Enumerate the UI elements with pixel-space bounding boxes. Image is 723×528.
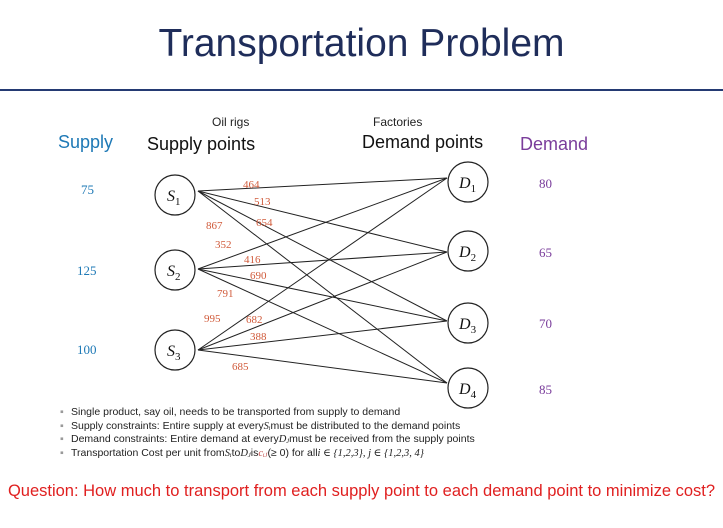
bullet-item: ▪ Supply constraints: Entire supply at ev… (60, 419, 461, 432)
demand-value-d4: 85 (539, 382, 552, 397)
edge-s1-d4 (197, 190, 448, 384)
d1-label: D1 (458, 175, 476, 195)
supply-node-s3 (154, 329, 196, 371)
demand-node-d3 (447, 302, 489, 344)
demand-node-d2 (447, 230, 489, 272)
edge-s2-d2 (197, 251, 448, 270)
demand-column-header: Demand (520, 134, 589, 154)
s1-label: S1 (167, 188, 181, 208)
demand-points-label: Demand points (362, 132, 484, 152)
demand-value-d1: 80 (539, 176, 552, 191)
d4-label: D4 (458, 381, 477, 401)
edge-s3-d2 (197, 251, 448, 351)
cost-s3-d2: 682 (246, 314, 263, 326)
d2-label: D2 (458, 244, 476, 264)
edge-s2-d4 (197, 268, 448, 384)
edge-s3-d4 (197, 349, 448, 384)
edge-s2-d3 (197, 268, 448, 322)
bullet-item: ▪ Single product, say oil, needs to be tr… (60, 406, 401, 418)
edge-s2-d1 (197, 177, 448, 270)
edge-s3-d1 (197, 177, 448, 351)
supply-value-s1: 75 (81, 182, 94, 197)
cost-s1-d3: 654 (256, 217, 273, 229)
edge-s1-d2 (197, 190, 448, 253)
cost-s1-d2: 513 (254, 196, 271, 208)
cost-s3-d1: 995 (204, 313, 221, 325)
factories-label: Factories (373, 115, 423, 129)
supply-node-s1 (154, 174, 196, 216)
demand-node-d4 (447, 367, 489, 409)
cost-s2-d3: 690 (250, 270, 267, 282)
supply-value-s2: 125 (77, 263, 97, 278)
oil-rigs-label: Oil rigs (212, 115, 250, 129)
supply-node-s2 (154, 249, 196, 291)
question-text: Question: How much to transport from eac… (7, 482, 716, 500)
cost-s2-d2: 416 (244, 254, 261, 266)
demand-node-d1 (447, 161, 489, 203)
bullet-item: ▪ Demand constraints: Entire demand at ev… (60, 433, 475, 445)
supply-points-label: Supply points (147, 134, 256, 154)
supply-value-s3: 100 (77, 342, 97, 357)
description-bullets: ▪ Single product, say oil, needs to be tr… (60, 406, 475, 460)
cost-s1-d4: 867 (206, 220, 223, 232)
s3-label: S3 (167, 343, 181, 363)
page-title: Transportation Problem (158, 22, 565, 65)
demand-value-d3: 70 (539, 316, 552, 331)
title-divider (0, 89, 723, 91)
edge-s1-d3 (197, 190, 448, 322)
demand-value-d2: 65 (539, 245, 552, 260)
s2-label: S2 (167, 263, 181, 283)
edge-s3-d3 (197, 320, 448, 351)
cost-s2-d1: 352 (215, 239, 232, 251)
edge-s1-d1 (197, 177, 448, 192)
cost-s2-d4: 791 (217, 288, 234, 300)
bullet-item: ▪ Transportation Cost per unit from Sᵢ to… (60, 446, 424, 459)
cost-s1-d1: 464 (243, 179, 260, 191)
cost-s3-d3: 388 (250, 331, 267, 343)
cost-s3-d4: 685 (232, 361, 249, 373)
supply-column-header: Supply (58, 132, 114, 152)
d3-label: D3 (458, 316, 477, 336)
